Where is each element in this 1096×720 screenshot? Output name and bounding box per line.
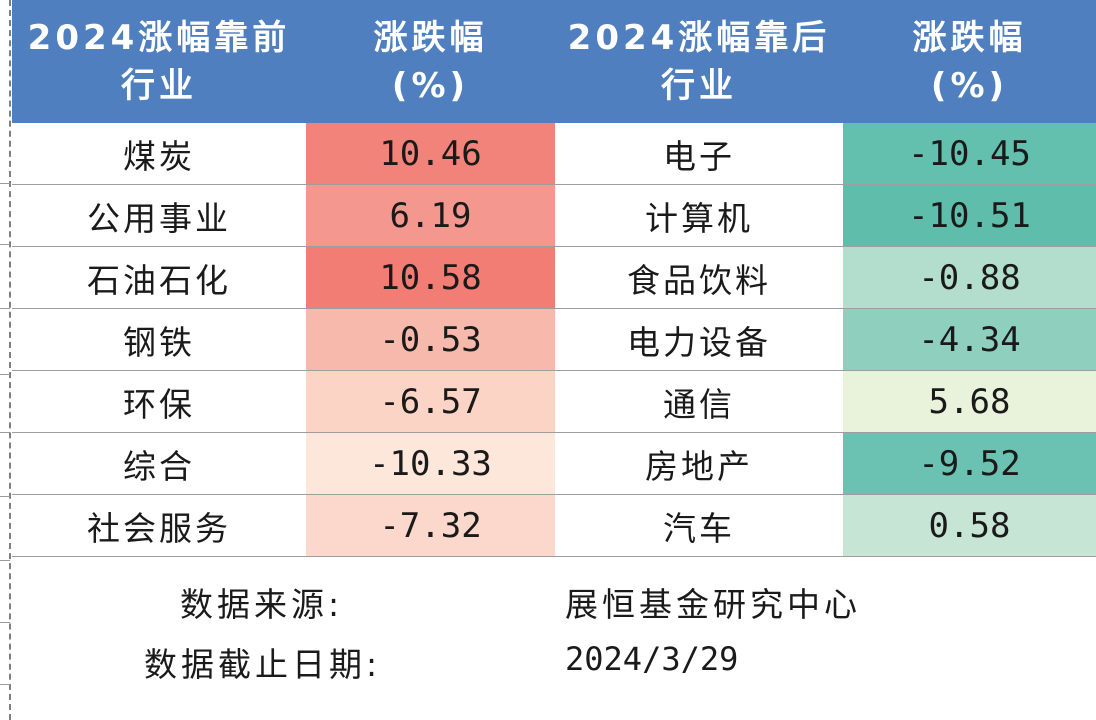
header-bottom-change-line2: (%): [930, 65, 1009, 106]
table-row: 石油石化 10.58 食品饮料 -0.88: [12, 246, 1096, 309]
date-note: 数据截止日期: 2024/3/29: [12, 638, 1096, 684]
top-industry-name: 煤炭: [12, 123, 306, 185]
header-top-industry: 2024涨幅靠前 行业: [12, 0, 306, 123]
header-bottom-change-line1: 涨跌幅: [912, 17, 1027, 58]
bottom-industry-change: -10.45: [843, 123, 1096, 185]
left-dashed-gridline: [9, 0, 11, 720]
header-top-industry-line2: 行业: [121, 65, 197, 106]
bottom-industry-change: 0.58: [843, 494, 1096, 557]
table-row: 煤炭 10.46 电子 -10.45: [12, 123, 1096, 185]
bottom-industry-name: 房地产: [555, 432, 843, 495]
table-row: 综合 -10.33 房地产 -9.52: [12, 432, 1096, 495]
table-row: 环保 -6.57 通信 5.68: [12, 370, 1096, 433]
bottom-industry-change: -10.51: [843, 184, 1096, 247]
top-industry-name: 环保: [12, 370, 306, 433]
source-label: 数据来源:: [180, 585, 344, 624]
top-industry-name: 综合: [12, 432, 306, 495]
top-industry-change: 10.46: [306, 123, 555, 185]
top-industry-name: 钢铁: [12, 308, 306, 371]
top-industry-change: -7.32: [306, 494, 555, 557]
bottom-industry-name: 电子: [555, 123, 843, 185]
table-header-row: 2024涨幅靠前 行业 涨跌幅 (%) 2024涨幅靠后 行业 涨跌幅 (%): [12, 0, 1096, 123]
header-top-change-line1: 涨跌幅: [373, 17, 488, 58]
header-top-change-line2: (%): [391, 65, 470, 106]
bottom-industry-change: -9.52: [843, 432, 1096, 495]
top-industry-change: -10.33: [306, 432, 555, 495]
table-row: 钢铁 -0.53 电力设备 -4.34: [12, 308, 1096, 371]
bottom-industry-name: 电力设备: [555, 308, 843, 371]
bottom-industry-name: 通信: [555, 370, 843, 433]
header-bottom-industry: 2024涨幅靠后 行业: [555, 0, 843, 123]
top-industry-name: 公用事业: [12, 184, 306, 247]
header-top-change: 涨跌幅 (%): [306, 0, 555, 123]
top-industry-change: 10.58: [306, 246, 555, 309]
bottom-industry-change: -0.88: [843, 246, 1096, 309]
date-value: 2024/3/29: [565, 640, 739, 678]
date-label: 数据截止日期:: [144, 645, 382, 684]
source-note: 数据来源: 展恒基金研究中心: [12, 578, 1096, 624]
top-industry-name: 石油石化: [12, 246, 306, 309]
source-value: 展恒基金研究中心: [565, 585, 861, 624]
top-industry-change: 6.19: [306, 184, 555, 247]
header-bottom-industry-line2: 行业: [661, 65, 737, 106]
top-industry-name: 社会服务: [12, 494, 306, 557]
header-top-industry-line1: 2024涨幅靠前: [27, 17, 291, 58]
bottom-industry-name: 计算机: [555, 184, 843, 247]
header-bottom-change: 涨跌幅 (%): [843, 0, 1096, 123]
top-industry-change: -0.53: [306, 308, 555, 371]
top-industry-change: -6.57: [306, 370, 555, 433]
left-row-ticks: [0, 0, 10, 720]
bottom-industry-change: 5.68: [843, 370, 1096, 433]
bottom-industry-change: -4.34: [843, 308, 1096, 371]
header-bottom-industry-line1: 2024涨幅靠后: [567, 17, 831, 58]
bottom-industry-name: 汽车: [555, 494, 843, 557]
bottom-industry-name: 食品饮料: [555, 246, 843, 309]
table-row: 社会服务 -7.32 汽车 0.58: [12, 494, 1096, 557]
industry-performance-table: 2024涨幅靠前 行业 涨跌幅 (%) 2024涨幅靠后 行业 涨跌幅 (%): [12, 0, 1096, 557]
table-row: 公用事业 6.19 计算机 -10.51: [12, 184, 1096, 247]
